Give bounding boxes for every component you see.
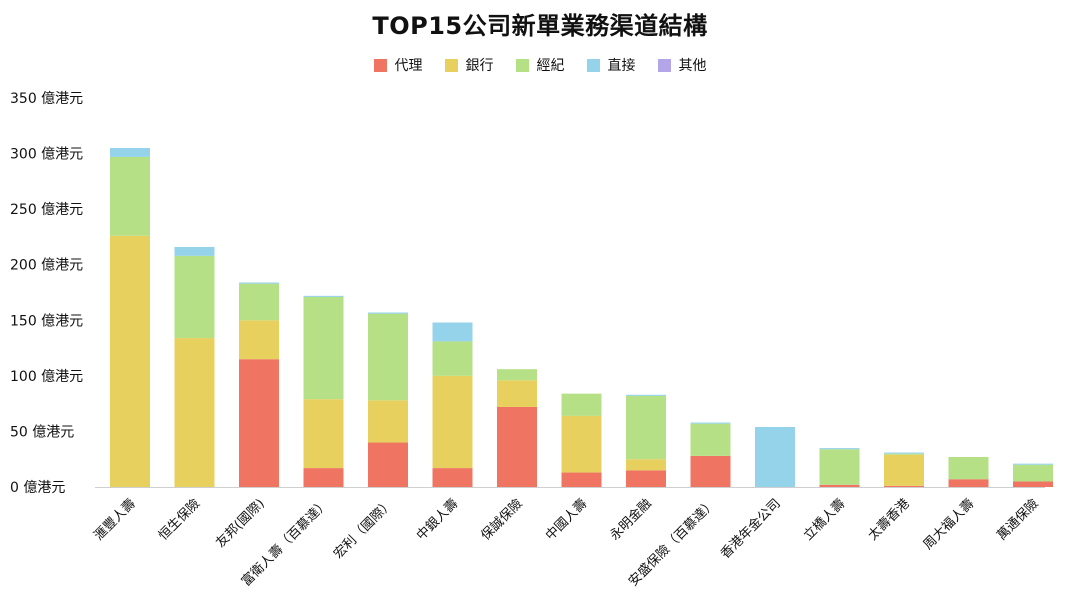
- bar-segment: [303, 468, 344, 487]
- bar-segment: [368, 442, 408, 487]
- x-tick-label: 恒生保險: [156, 496, 203, 543]
- bar-segment: [110, 156, 150, 236]
- legend-swatch-agent: [373, 58, 387, 72]
- y-tick-label: 250 億港元: [10, 202, 83, 218]
- legend-label-broker: 經紀: [536, 58, 565, 74]
- bar-segment: [303, 399, 344, 469]
- bar-segment: [239, 282, 279, 284]
- y-tick-label: 350 億港元: [10, 91, 83, 107]
- bar-segment: [884, 485, 924, 487]
- legend-swatch-other: [657, 58, 671, 72]
- legend-item-agent: 代理: [373, 55, 423, 75]
- bar-segment: [174, 246, 215, 256]
- y-tick-label: 0 億港元: [10, 480, 65, 496]
- x-tick-label: 滙豐人壽: [91, 496, 138, 543]
- bar-segment: [561, 393, 602, 416]
- y-tick-label: 100 億港元: [10, 369, 83, 385]
- bar-segment: [239, 359, 279, 487]
- y-tick-label: 150 億港元: [10, 313, 83, 329]
- bar-segment: [884, 452, 924, 454]
- legend-label-bank: 銀行: [465, 58, 494, 74]
- bar-segment: [1013, 481, 1053, 487]
- bar-segment: [303, 296, 344, 400]
- bar-segment: [626, 395, 666, 460]
- legend: 代理 銀行 經紀 直接 其他: [0, 55, 1080, 75]
- legend-label-other: 其他: [678, 58, 707, 74]
- bar-segment: [497, 380, 537, 407]
- bar-segment: [432, 341, 473, 376]
- bar-segment: [626, 459, 666, 471]
- bar-segment: [368, 400, 408, 443]
- bar-segment: [432, 375, 473, 469]
- bar-segment: [239, 320, 279, 360]
- bar-segment: [368, 313, 408, 401]
- chart-title: TOP15公司新單業務渠道結構: [372, 12, 708, 40]
- bar-segment: [432, 468, 473, 487]
- bar-segment: [303, 295, 344, 297]
- bar-segment: [819, 448, 860, 450]
- bar-segment: [561, 415, 602, 473]
- legend-swatch-direct: [586, 58, 600, 72]
- bar-segment: [174, 338, 215, 487]
- bar-segment: [561, 472, 602, 487]
- legend-item-direct: 直接: [586, 55, 636, 75]
- bar-segment: [884, 454, 924, 486]
- bar-segment: [755, 426, 795, 487]
- bar-segment: [819, 484, 860, 487]
- bar-segment: [690, 422, 731, 424]
- legend-swatch-bank: [444, 58, 458, 72]
- bar-segment: [110, 148, 150, 157]
- bar-segment: [948, 479, 989, 487]
- bar-segment: [432, 322, 473, 342]
- bar-segment: [110, 235, 150, 487]
- legend-item-bank: 銀行: [444, 55, 494, 75]
- bar-segment: [239, 283, 279, 321]
- y-tick-label: 50 億港元: [10, 424, 74, 440]
- bar-segment: [174, 255, 215, 339]
- bar-segment: [948, 456, 989, 480]
- x-tick-label: 香港年金公司: [717, 496, 783, 562]
- legend-item-broker: 經紀: [515, 55, 565, 75]
- x-tick-label: 永明金融: [607, 496, 655, 544]
- x-tick-label: 周大福人壽: [921, 496, 978, 553]
- bar-segment: [884, 453, 924, 455]
- bar-segment: [368, 312, 408, 314]
- x-tick-label: 中國人壽: [543, 496, 590, 543]
- legend-swatch-broker: [515, 58, 529, 72]
- x-tick-label: 友邦(國際): [213, 496, 268, 551]
- x-tick-label: 中銀人壽: [414, 496, 461, 543]
- bar-segment: [1013, 463, 1053, 465]
- bar-segment: [497, 406, 537, 487]
- x-tick-label: 太壽香港: [865, 496, 912, 543]
- y-tick-label: 200 億港元: [10, 258, 83, 274]
- legend-label-direct: 直接: [607, 58, 636, 74]
- bar-segment: [690, 455, 731, 487]
- legend-item-other: 其他: [657, 55, 707, 75]
- x-tick-label: 宏利（國際）: [331, 496, 397, 562]
- x-tick-label: 立橋人壽: [801, 496, 848, 543]
- bar-segment: [1013, 464, 1053, 482]
- x-tick-label: 保誠保險: [478, 496, 525, 543]
- bar-segment: [626, 470, 666, 487]
- y-tick-label: 300 億港元: [10, 147, 83, 163]
- bar-segment: [819, 449, 860, 485]
- bar-segment: [690, 423, 731, 456]
- x-tick-label: 萬通保險: [994, 496, 1041, 543]
- bar-segment: [626, 394, 666, 396]
- bar-segment: [497, 369, 537, 381]
- legend-label-agent: 代理: [394, 58, 423, 74]
